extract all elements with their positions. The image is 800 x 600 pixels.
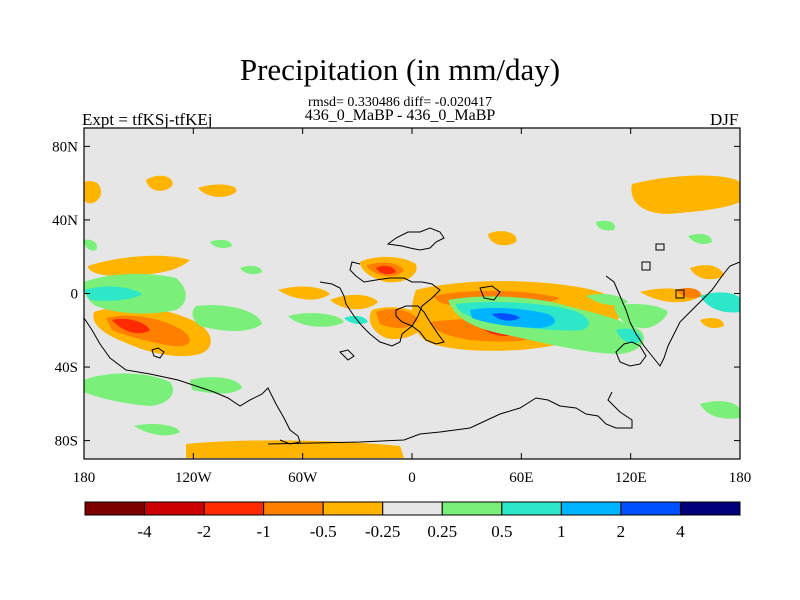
madagascar-outline (395, 305, 445, 345)
colorbar: -4 -2 -1 -0.5 -0.25 0.25 0.5 1 2 4 (84, 501, 741, 541)
island-outline (641, 261, 651, 271)
lat-tick-label: 40N (52, 213, 78, 229)
colorbar-swatch (501, 501, 562, 516)
lon-tick-label: 60E (509, 470, 533, 486)
longitude-axis: 180 120W 60W 0 60E 120E 180 (73, 128, 752, 486)
colorbar-swatch (84, 501, 146, 516)
stats-subtitle: rmsd= 0.330486 diff= -0.020417 (308, 95, 492, 110)
colorbar-swatch (263, 501, 324, 516)
lon-tick-label: 0 (408, 470, 416, 486)
europe-outline (386, 227, 445, 251)
colorbar-swatch (144, 501, 205, 516)
lat-tick-label: 0 (71, 287, 79, 303)
lat-tick-label: 80N (52, 139, 78, 155)
latitude-axis: 80N 40N 0 40S 80S (52, 139, 740, 450)
positive-small-anomalies (84, 220, 740, 436)
island-outline (655, 243, 665, 251)
africa-outline (319, 261, 441, 347)
positive-very-large-anomalies (492, 313, 520, 321)
colorbar-label: -4 (137, 522, 152, 541)
colorbar-label: -0.5 (310, 522, 337, 541)
lon-tick-label: 120W (175, 470, 213, 486)
colorbar-swatch (620, 501, 681, 516)
colorbar-label: 4 (676, 522, 685, 541)
colorbar-swatch (441, 501, 503, 516)
map-background (84, 128, 740, 459)
island-outline (675, 289, 685, 299)
lon-tick-label: 60W (288, 470, 318, 486)
colorbar-label: 0.25 (427, 522, 457, 541)
maritime-continent-outline (605, 261, 740, 367)
season-label: DJF (710, 110, 739, 129)
colorbar-swatch (679, 501, 741, 516)
colorbar-swatch (322, 501, 384, 516)
lon-tick-label: 180 (73, 470, 96, 486)
australia-outline (615, 341, 647, 367)
lon-tick-label: 120E (615, 470, 647, 486)
lon-tick-label: 180 (729, 470, 752, 486)
antarctica-outline (267, 391, 633, 445)
colorbar-label: -2 (197, 522, 211, 541)
lat-tick-label: 80S (55, 434, 78, 450)
colorbar-label: -0.25 (365, 522, 400, 541)
south-america-outline (84, 317, 301, 445)
precipitation-anomaly-field (84, 175, 740, 458)
colorbar-swatch (203, 501, 265, 516)
runs-subtitle: 436_0_MaBP - 436_0_MaBP (304, 107, 496, 124)
experiment-label: Expt = tfKSj-tfKEj (82, 110, 213, 129)
colorbar-label: -1 (257, 522, 271, 541)
lat-tick-label: 40S (55, 360, 78, 376)
plot-title: Precipitation (in mm/day) (239, 52, 561, 87)
colorbar-label: 2 (617, 522, 626, 541)
island-outline (479, 285, 501, 301)
colorbar-label: 0.5 (491, 522, 512, 541)
coastline-outlines (84, 227, 740, 445)
colorbar-label: 1 (557, 522, 566, 541)
colorbar-swatch (382, 501, 443, 516)
colorbar-swatch (560, 501, 622, 516)
island-outline (151, 347, 165, 359)
island-outline (339, 349, 355, 361)
